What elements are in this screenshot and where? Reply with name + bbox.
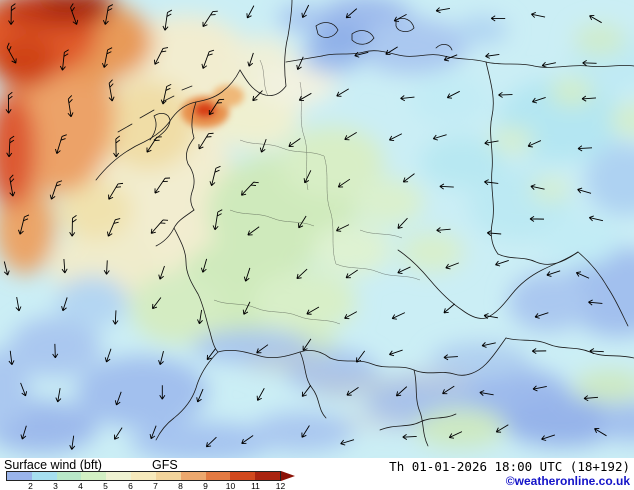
legend-segment	[205, 472, 231, 480]
legend-segment	[230, 472, 256, 480]
legend-segment	[180, 472, 206, 480]
legend-value: 8	[178, 481, 183, 490]
wind-speed-field-detail	[181, 85, 244, 128]
product-label: Surface wind (bft)	[4, 458, 102, 472]
model-label: GFS	[152, 458, 178, 472]
legend-segment	[255, 472, 280, 480]
footer: Surface wind (bft) GFS 2 3 4 5 6 7 8 9 10 11 12 Th…	[0, 458, 634, 490]
copyright-link[interactable]: ©weatheronline.co.uk	[505, 474, 630, 488]
legend-arrow	[281, 471, 295, 481]
region-borders-internal	[213, 59, 421, 325]
legend-segment	[155, 472, 181, 480]
legend-segment	[7, 472, 32, 480]
legend-value: 9	[203, 481, 208, 490]
legend-value: 5	[103, 481, 108, 490]
wind-speed-legend: 2 3 4 5 6 7 8 9 10 11 12	[6, 471, 316, 490]
legend-segments	[6, 471, 281, 481]
country-borders	[95, 0, 634, 447]
legend-value: 7	[153, 481, 158, 490]
legend-segment	[106, 472, 132, 480]
legend-segment	[131, 472, 156, 480]
legend-segment	[31, 472, 57, 480]
legend-value: 6	[128, 481, 133, 490]
legend-value: 11	[251, 481, 260, 490]
weather-map	[0, 0, 634, 458]
forecast-datetime: Th 01-01-2026 18:00 UTC (18+192)	[389, 459, 630, 474]
legend-value: 10	[225, 481, 236, 490]
legend-value: 2	[28, 481, 33, 490]
wind-barbs	[3, 3, 607, 450]
legend-segment	[81, 472, 107, 480]
wind-speed-field	[0, 0, 634, 458]
legend-value: 12	[275, 481, 286, 490]
legend-value: 3	[53, 481, 58, 490]
legend-segment	[56, 472, 82, 480]
legend-values: 2 3 4 5 6 7 8 9 10 11 12	[18, 482, 293, 490]
legend-value: 4	[78, 481, 83, 490]
